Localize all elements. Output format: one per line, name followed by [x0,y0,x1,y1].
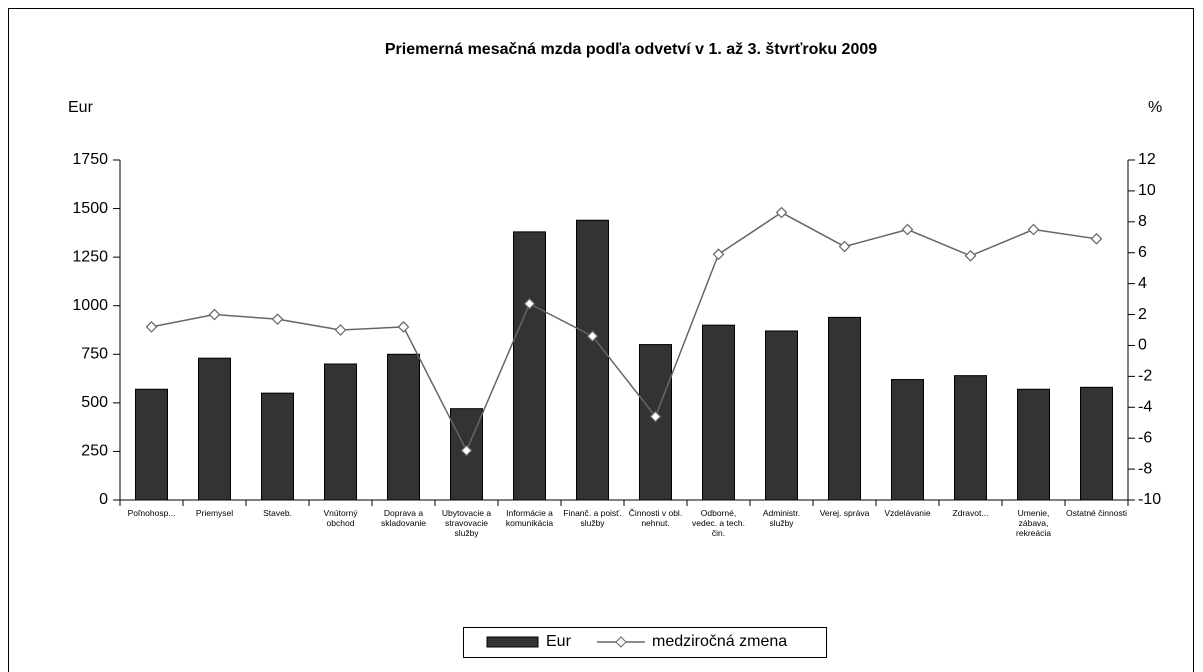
marker [586,330,599,343]
y2-tick-label: 4 [1138,275,1147,292]
marker [1090,232,1103,245]
bar [198,357,231,501]
bar [324,363,357,501]
legend-label: Eur [546,633,572,650]
bar [954,375,987,501]
y2-tick-label: -6 [1138,429,1152,446]
y2-tick-label: -10 [1138,491,1161,508]
y2-tick-label: -2 [1138,368,1152,385]
x-tick-label: Činnosti v obl. nehnut. [628,508,683,528]
marker [649,410,662,423]
frame [8,8,1194,672]
x-tick-label: Informácie a komunikácia [505,508,554,528]
marker [775,206,788,219]
y-tick-label: 250 [81,443,108,460]
y2-axis-label: % [1148,99,1162,116]
x-tick-label: Odborné, vedec. a tech. čin. [692,508,745,538]
y2-tick-label: 0 [1138,337,1147,354]
bar [828,316,861,501]
x-tick-label: Administr. služby [762,508,801,528]
marker [901,223,914,236]
bar [261,392,294,501]
bar [765,330,798,501]
x-tick-label: Finanč. a poisť. služby [563,508,622,528]
marker [523,297,536,310]
y-tick-label: 0 [99,491,108,508]
legend-marker [615,636,627,648]
bar [135,388,168,501]
x-tick-label: Ostatné činnosti [1066,508,1127,518]
marker [208,308,221,321]
y-tick-label: 1250 [72,248,108,265]
x-tick-label: Verej. správa [819,508,870,518]
y-axis-label: Eur [68,99,94,116]
x-tick-label: Umenie, zábava, rekreácia [1016,508,1051,538]
y2-tick-label: 2 [1138,306,1147,323]
bar [513,231,546,501]
marker [271,313,284,326]
marker [334,324,347,336]
y-tick-label: 500 [81,394,108,411]
marker [460,444,473,457]
y-tick-label: 1500 [72,200,108,217]
x-tick-label: Priemysel [195,508,234,518]
marker [145,321,158,333]
bar [576,219,609,501]
marker [1027,223,1040,236]
bar [1017,388,1050,501]
y2-tick-label: 8 [1138,213,1147,230]
bar [891,379,924,501]
x-tick-label: Ubytovacie a stravovacie služby [441,508,492,538]
x-tick-label: Vzdelávanie [884,508,931,518]
bar [387,353,420,501]
legend-swatch [486,636,539,648]
x-tick-label: Vnútorný obchod [323,508,358,528]
chart-title: Priemerná mesačná mzda podľa odvetví v 1… [385,41,877,58]
marker [397,321,410,333]
y2-tick-label: 10 [1138,182,1156,199]
bar [1080,386,1113,501]
x-tick-label: Poľnohosp... [127,508,176,518]
y-tick-label: 750 [81,346,108,363]
x-tick-label: Doprava a skladovanie [381,508,426,528]
bar [702,324,735,501]
y-tick-label: 1750 [72,151,108,168]
marker [964,249,977,262]
y-tick-label: 1000 [72,297,108,314]
y2-tick-label: 12 [1138,151,1156,168]
legend-label: medziročná zmena [652,633,787,650]
marker [712,248,725,261]
y2-tick-label: 6 [1138,244,1147,261]
y2-tick-label: -8 [1138,460,1152,477]
marker [838,240,851,253]
y2-tick-label: -4 [1138,398,1152,415]
x-tick-label: Zdravot... [952,508,989,518]
x-tick-label: Staveb. [263,508,292,518]
line [151,211,1097,453]
